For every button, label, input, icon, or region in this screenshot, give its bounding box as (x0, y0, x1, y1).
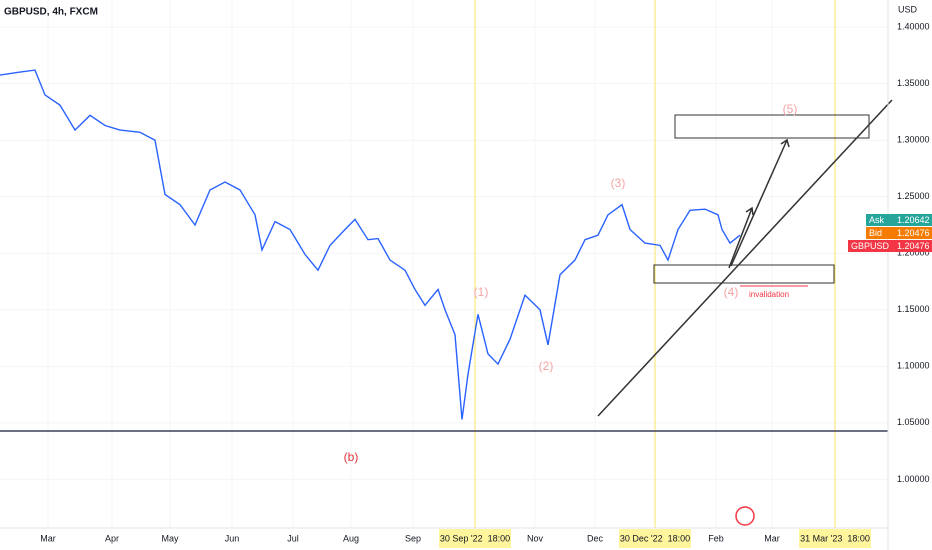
y-tick-label: 1.40000 (897, 22, 930, 32)
y-tick-label: 1.20000 (897, 248, 930, 258)
x-tick-label: Apr (105, 533, 119, 543)
quote-badge (848, 240, 890, 252)
arrow (730, 139, 788, 267)
wave-label: (4) (724, 285, 739, 299)
invalidation-box (653, 264, 835, 284)
quote-price: 1.20642 (897, 215, 930, 225)
y-tick-label: 1.25000 (897, 191, 930, 201)
y-tick-label: 1.30000 (897, 135, 930, 145)
marker-label-bg (799, 529, 871, 548)
wave-label: (5) (783, 102, 798, 116)
logo-icon[interactable] (735, 506, 755, 526)
chart-title: GBPUSD, 4h, FXCM (4, 7, 98, 18)
marker-label-bg (619, 529, 691, 548)
currency-label: USD (898, 4, 918, 14)
x-tick-label: Mar (764, 533, 780, 543)
wave-label: (b) (344, 450, 359, 464)
marker-label-bg (439, 529, 511, 548)
marker-label: 30 Dec '22 18:00 (620, 533, 690, 543)
x-tick-label: Jul (287, 533, 299, 543)
y-tick-label: 1.35000 (897, 78, 930, 88)
wave-label: (3) (611, 176, 626, 190)
axes: 1.00000 1.05000 1.10000 1.15000 1.20000 1.250… (40, 22, 932, 548)
quote-badge (890, 227, 932, 239)
x-tick-label: Dec (587, 533, 604, 543)
quote-price: 1.20476 (897, 241, 930, 251)
quote-badge (890, 240, 932, 252)
trend-line (597, 99, 893, 417)
y-tick-label: 1.10000 (897, 361, 930, 371)
quote-badge (890, 214, 932, 226)
marker-label: 30 Sep '22 18:00 (440, 533, 510, 543)
quote-badge (866, 214, 890, 226)
plot-underlay (0, 0, 888, 528)
invalidation-label: invalidation (749, 290, 789, 299)
quote-name: Ask (869, 215, 885, 225)
target-box (674, 114, 870, 139)
quote-price: 1.20476 (897, 228, 930, 238)
x-tick-label: Sep (405, 533, 421, 543)
x-tick-label: Aug (343, 533, 359, 543)
x-tick-label: May (161, 533, 179, 543)
x-tick-label: Mar (40, 533, 56, 543)
quote-name: Bid (869, 228, 882, 238)
arrow-head (745, 206, 754, 216)
wave-label: (2) (539, 359, 554, 373)
x-tick-label: Jun (225, 533, 240, 543)
y-tick-label: 1.15000 (897, 304, 930, 314)
quote-badge (866, 227, 890, 239)
y-tick-label: 1.05000 (897, 417, 930, 427)
arrow (728, 207, 753, 269)
y-tick-label: 1.00000 (897, 474, 930, 484)
quote-name: GBPUSD (851, 241, 890, 251)
plot (0, 69, 741, 420)
x-tick-label: Feb (708, 533, 724, 543)
marker-label: 31 Mar '23 18:00 (800, 533, 870, 543)
x-tick-label: Nov (527, 533, 544, 543)
arrow-head (780, 138, 790, 148)
wave-label: (1) (474, 285, 489, 299)
price-line (0, 69, 741, 420)
